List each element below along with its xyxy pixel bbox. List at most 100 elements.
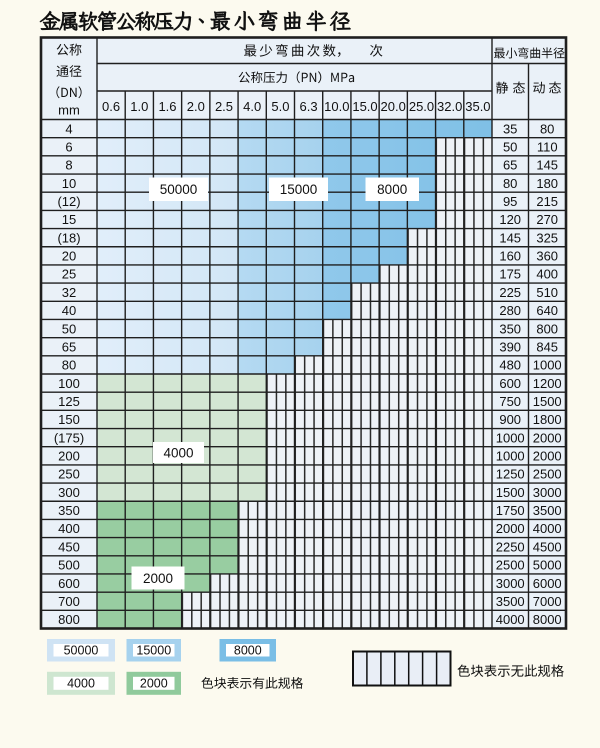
svg-text:2.5: 2.5 — [215, 99, 233, 114]
svg-text:145: 145 — [536, 158, 558, 173]
svg-text:15: 15 — [62, 212, 76, 227]
svg-text:1.0: 1.0 — [130, 99, 148, 114]
svg-text:35.0: 35.0 — [465, 99, 490, 114]
svg-text:900: 900 — [499, 412, 521, 427]
svg-text:600: 600 — [499, 376, 521, 391]
svg-text:325: 325 — [536, 230, 558, 245]
svg-text:250: 250 — [58, 467, 80, 482]
svg-text:640: 640 — [536, 303, 558, 318]
svg-text:80: 80 — [503, 176, 517, 191]
svg-text:50: 50 — [503, 140, 517, 155]
svg-text:35: 35 — [503, 121, 517, 136]
svg-text:300: 300 — [58, 485, 80, 500]
svg-text:50000: 50000 — [64, 644, 99, 658]
svg-text:15000: 15000 — [136, 644, 171, 658]
svg-text:1000: 1000 — [496, 449, 525, 464]
svg-text:800: 800 — [58, 612, 80, 627]
svg-text:3500: 3500 — [496, 594, 525, 609]
svg-text:6000: 6000 — [533, 576, 562, 591]
svg-text:4500: 4500 — [533, 539, 562, 554]
svg-text:50000: 50000 — [160, 182, 198, 197]
svg-text:32: 32 — [62, 285, 76, 300]
svg-text:8: 8 — [65, 158, 72, 173]
svg-text:400: 400 — [536, 267, 558, 282]
svg-text:80: 80 — [540, 121, 554, 136]
svg-text:280: 280 — [499, 303, 521, 318]
svg-text:1000: 1000 — [533, 358, 562, 373]
svg-text:1.6: 1.6 — [158, 99, 176, 114]
svg-text:40: 40 — [62, 303, 76, 318]
svg-text:(18): (18) — [57, 230, 80, 245]
svg-text:160: 160 — [499, 249, 521, 264]
svg-text:600: 600 — [58, 576, 80, 591]
svg-text:4: 4 — [65, 121, 72, 136]
svg-text:0.6: 0.6 — [102, 99, 120, 114]
svg-text:1750: 1750 — [496, 503, 525, 518]
svg-text:480: 480 — [499, 358, 521, 373]
svg-text:25: 25 — [62, 267, 76, 282]
svg-text:110: 110 — [537, 140, 558, 155]
svg-text:32.0: 32.0 — [437, 99, 462, 114]
svg-text:510: 510 — [536, 285, 558, 300]
svg-text:2000: 2000 — [143, 571, 173, 586]
svg-text:400: 400 — [58, 521, 80, 536]
svg-text:4000: 4000 — [163, 445, 193, 460]
svg-text:95: 95 — [503, 194, 517, 209]
svg-text:6.3: 6.3 — [300, 99, 318, 114]
svg-text:1500: 1500 — [533, 394, 562, 409]
svg-text:175: 175 — [499, 267, 521, 282]
svg-text:65: 65 — [62, 339, 76, 354]
svg-text:6: 6 — [65, 140, 72, 155]
svg-text:2500: 2500 — [496, 558, 525, 573]
svg-text:845: 845 — [536, 339, 558, 354]
svg-text:1000: 1000 — [496, 430, 525, 445]
svg-text:1200: 1200 — [533, 376, 562, 391]
svg-text:500: 500 — [58, 558, 80, 573]
svg-text:120: 120 — [499, 212, 521, 227]
svg-text:225: 225 — [499, 285, 521, 300]
svg-text:3000: 3000 — [496, 576, 525, 591]
svg-text:2000: 2000 — [533, 449, 562, 464]
svg-text:10.0: 10.0 — [324, 99, 349, 114]
svg-text:270: 270 — [536, 212, 558, 227]
svg-text:15.0: 15.0 — [352, 99, 377, 114]
svg-text:4.0: 4.0 — [243, 99, 261, 114]
svg-text:80: 80 — [62, 358, 76, 373]
svg-text:200: 200 — [58, 449, 80, 464]
svg-text:700: 700 — [58, 594, 80, 609]
svg-text:3000: 3000 — [533, 485, 562, 500]
svg-text:15000: 15000 — [280, 182, 318, 197]
svg-text:180: 180 — [536, 176, 558, 191]
svg-text:7000: 7000 — [533, 594, 562, 609]
svg-text:50: 50 — [62, 321, 76, 336]
svg-text:8000: 8000 — [533, 612, 562, 627]
svg-text:65: 65 — [503, 158, 517, 173]
svg-text:4000: 4000 — [496, 612, 525, 627]
svg-text:2.0: 2.0 — [187, 99, 205, 114]
svg-text:2250: 2250 — [496, 539, 525, 554]
svg-text:mm: mm — [58, 103, 80, 118]
svg-text:8000: 8000 — [377, 182, 407, 197]
svg-text:350: 350 — [58, 503, 80, 518]
svg-text:125: 125 — [58, 394, 80, 409]
svg-text:1500: 1500 — [496, 485, 525, 500]
svg-text:800: 800 — [536, 321, 558, 336]
svg-text:2000: 2000 — [496, 521, 525, 536]
svg-text:3500: 3500 — [533, 503, 562, 518]
svg-text:2000: 2000 — [533, 430, 562, 445]
svg-text:20: 20 — [62, 249, 76, 264]
svg-text:10: 10 — [62, 176, 76, 191]
svg-text:4000: 4000 — [533, 521, 562, 536]
svg-text:5000: 5000 — [533, 558, 562, 573]
svg-text:4000: 4000 — [67, 677, 95, 691]
svg-text:(175): (175) — [54, 430, 84, 445]
svg-text:25.0: 25.0 — [409, 99, 434, 114]
svg-text:750: 750 — [499, 394, 521, 409]
svg-text:390: 390 — [499, 339, 521, 354]
svg-text:360: 360 — [536, 249, 558, 264]
svg-text:1250: 1250 — [496, 467, 525, 482]
svg-text:20.0: 20.0 — [381, 99, 406, 114]
svg-text:2000: 2000 — [140, 677, 168, 691]
svg-text:215: 215 — [536, 194, 558, 209]
svg-text:150: 150 — [58, 412, 80, 427]
